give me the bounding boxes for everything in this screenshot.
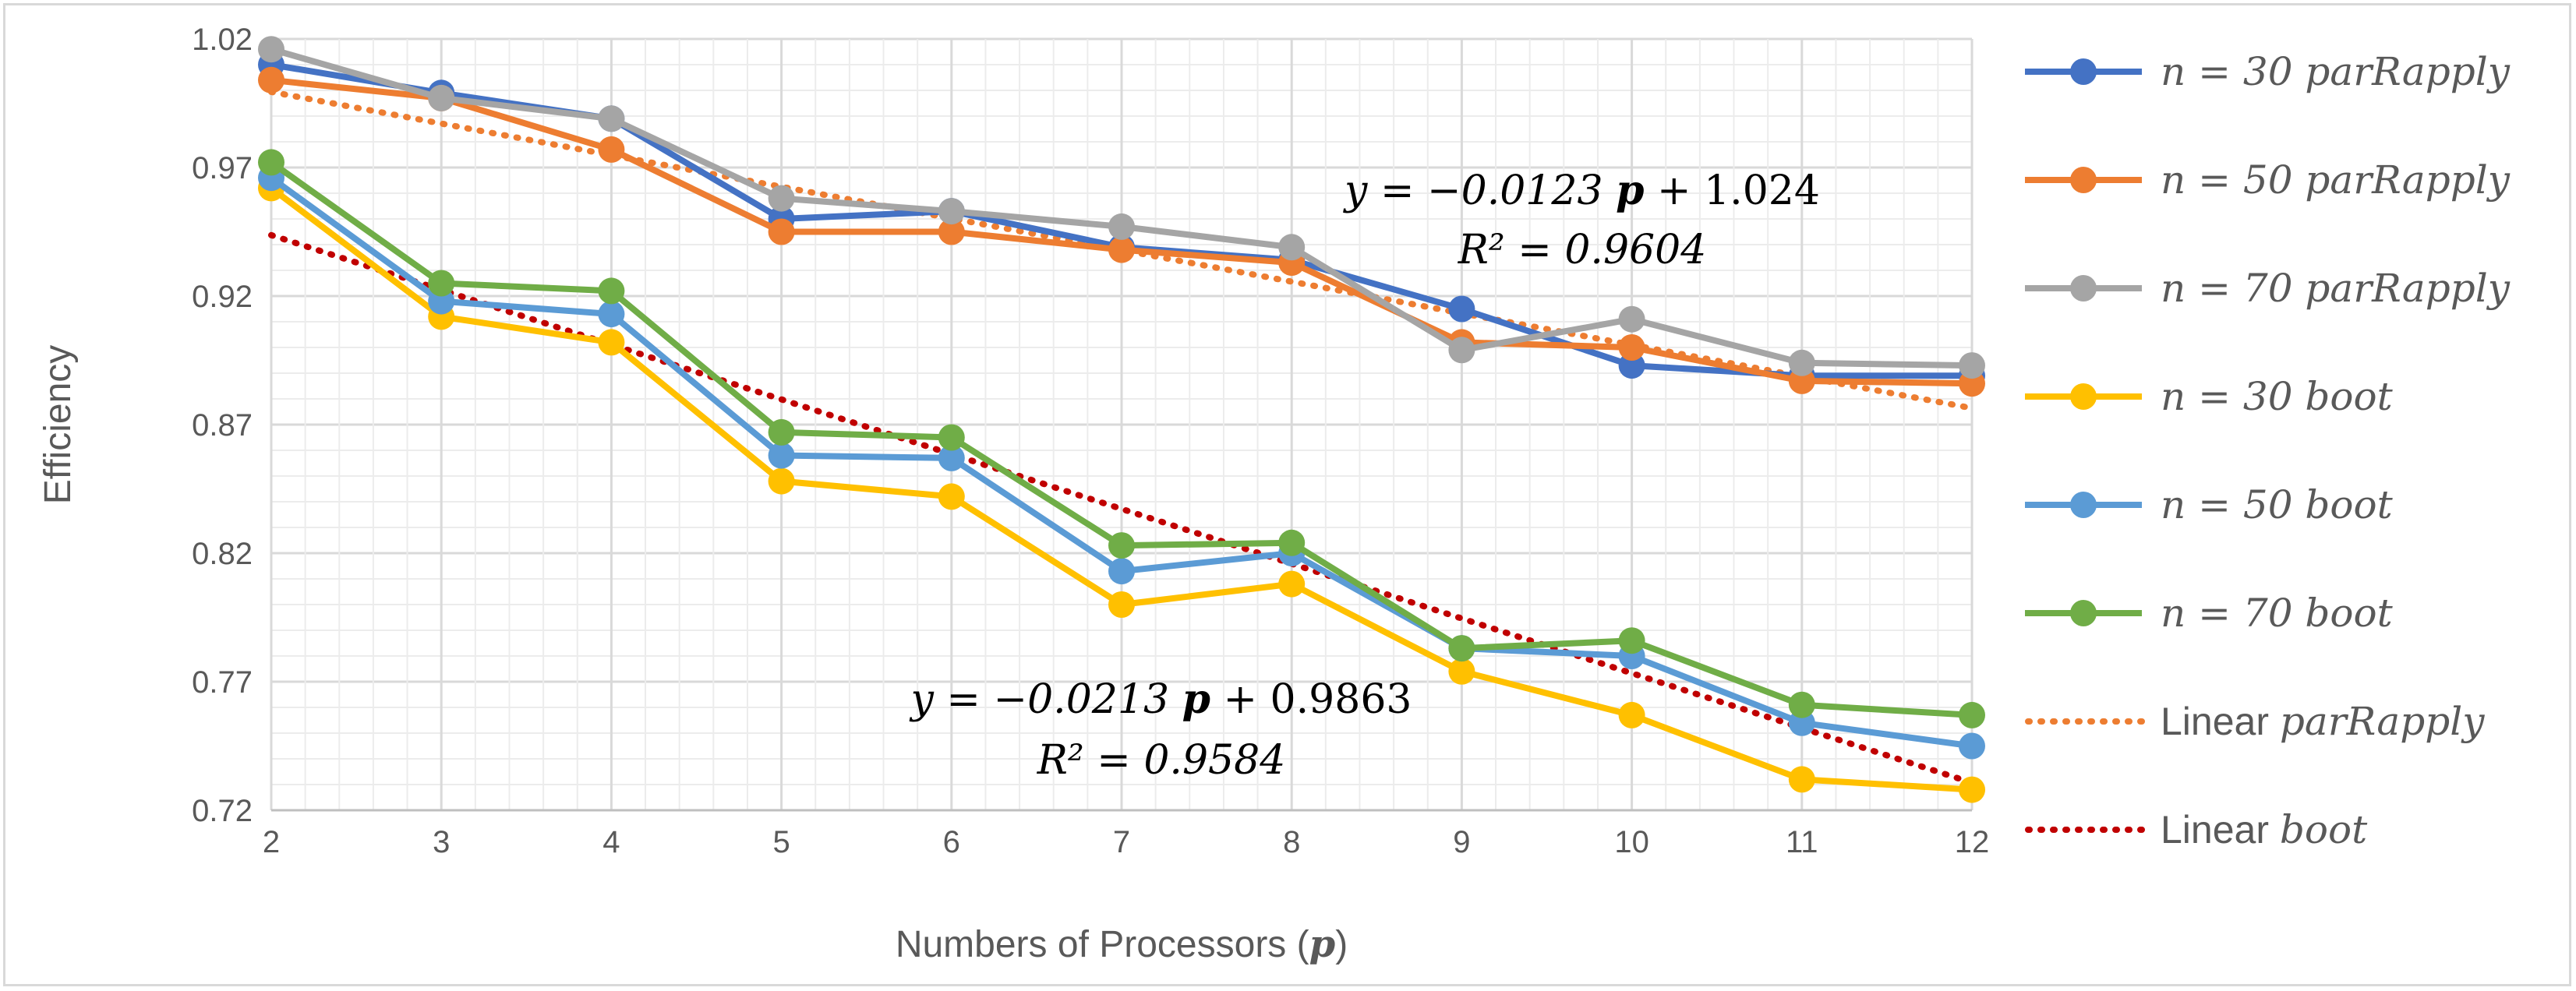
y-tick-label: 0.77 [192,665,253,700]
data-point [768,185,795,212]
y-tick-label: 0.92 [192,280,253,314]
data-point [598,136,625,163]
x-axis-title: Numbers of Processors (p) [896,922,1348,966]
data-point [1959,732,1985,760]
legend-marker [2070,167,2097,193]
data-point [938,424,965,451]
x-tick-label: 12 [1955,825,1990,859]
trendline-equation: y = −0.0123 p + 1.024 [1343,167,1820,214]
data-point [938,218,965,245]
data-point [258,36,284,63]
data-point [1108,236,1135,263]
data-point [1618,701,1645,728]
data-point [1108,213,1135,240]
legend: n = 30 parRapply n = 50 parRapply n = 70 p… [2025,49,2511,852]
legend-label: n = 70 boot [2161,591,2394,636]
y-tick-label: 0.87 [192,408,253,443]
y-tick-label: 0.82 [192,537,253,571]
data-point [1108,558,1135,585]
legend-item: n = 70 parRapply [2025,266,2511,311]
data-point [1618,334,1645,361]
legend-item: n = 70 boot [2025,591,2394,636]
x-tick-label: 4 [602,825,620,859]
data-point [258,66,284,93]
data-point [1108,591,1135,618]
trendline-r2: R² = 0.9604 [1458,227,1707,273]
x-tick-label: 7 [1113,825,1130,859]
data-point [598,277,625,305]
y-tick-label: 1.02 [192,23,253,57]
legend-item: Linear parRapply [2025,699,2485,744]
legend-label: n = 50 parRapply [2161,157,2511,203]
data-point [1788,349,1815,376]
series-n70-boot [258,149,1985,728]
data-point [1959,776,1985,803]
x-tick-label: 8 [1283,825,1300,859]
legend-label: n = 30 boot [2161,374,2394,419]
data-point [938,483,965,510]
x-tick-label: 6 [943,825,960,859]
legend-marker [2070,492,2097,518]
data-point [938,444,965,471]
data-point [598,105,625,132]
x-tick-label: 5 [772,825,790,859]
data-point [1788,766,1815,793]
chart-frame [3,3,2571,986]
trendline-boot [268,231,1975,786]
legend-label: n = 50 boot [2161,482,2394,527]
data-point [1448,295,1475,323]
grid [270,37,1974,812]
x-tick-label: 3 [433,825,450,859]
data-point [1788,691,1815,718]
data-point [1278,529,1306,556]
series-n70-parRapply [258,36,1985,379]
data-point [428,84,455,111]
x-tick-label: 9 [1453,825,1470,859]
data-point [938,198,965,225]
y-tick-label: 0.97 [192,151,253,185]
data-point [1618,627,1645,654]
data-point [1278,234,1306,261]
data-point [1278,570,1306,598]
trendline-r2: R² = 0.9584 [1037,737,1286,784]
data-point [428,270,455,297]
data-point [1108,532,1135,559]
data-point [598,329,625,356]
data-point [768,467,795,495]
data-point [768,418,795,446]
data-point [1618,305,1645,333]
x-tick-label: 2 [263,825,280,859]
legend-item: n = 50 boot [2025,482,2394,527]
data-point [1448,337,1475,364]
legend-item: n = 30 parRapply [2025,49,2511,94]
legend-item: Linear boot [2025,807,2368,852]
x-tick-label: 10 [1614,825,1649,859]
y-axis-title: Efficiency [37,345,79,505]
legend-marker [2070,600,2097,626]
legend-label: Linear parRapply [2161,699,2485,744]
data-point [1959,701,1985,728]
x-tick-label: 11 [1786,825,1818,859]
legend-label: n = 70 parRapply [2161,266,2511,311]
legend-label: n = 30 parRapply [2161,49,2511,94]
legend-marker [2070,383,2097,410]
data-point [258,149,284,176]
legend-label: Linear boot [2161,807,2368,852]
trendline-equation: y = −0.0213 p + 0.9863 [910,675,1412,723]
series-n30-boot [258,175,1985,803]
legend-marker [2070,275,2097,302]
data-point [598,301,625,328]
data-point [1448,658,1475,685]
data-point [768,442,795,469]
data-point [1959,352,1985,379]
data-point [1448,635,1475,662]
y-tick-label: 0.72 [192,794,253,828]
legend-item: n = 30 boot [2025,374,2394,419]
data-point [768,218,795,245]
legend-marker [2070,58,2097,85]
legend-item: n = 50 parRapply [2025,157,2511,203]
